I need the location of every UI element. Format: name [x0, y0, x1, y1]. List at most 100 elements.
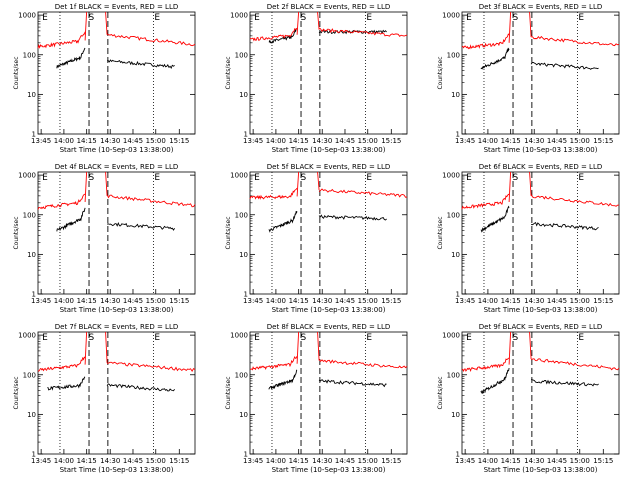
segment-marker-label: E	[466, 173, 472, 183]
y-tick-label: 100	[447, 371, 460, 379]
events-series-line	[268, 369, 298, 390]
x-tick-label: 14:30	[312, 137, 332, 145]
x-axis-label: Start Time (10-Sep-03 13:38:00)	[60, 146, 174, 154]
panel-9: Det 9f BLACK = Events, RED = LLD 1 10 100 10…	[437, 323, 620, 474]
y-tick-label: 10	[239, 411, 248, 419]
x-tick-label: 13:45	[31, 457, 51, 465]
segment-marker-label: E	[578, 13, 584, 23]
events-series-line	[268, 27, 298, 44]
events-series-line	[106, 221, 175, 231]
x-tick-label: 15:15	[593, 137, 613, 145]
lld-spike-line	[84, 331, 108, 365]
panel-2: Det 2f BLACK = Events, RED = LLD 1 10 100 10…	[225, 3, 408, 154]
segment-marker-label: S	[300, 13, 306, 23]
segment-marker-label: E	[254, 173, 260, 183]
y-tick-label: 10	[451, 251, 460, 259]
y-tick-label: 10	[451, 411, 460, 419]
x-tick-label: 14:45	[123, 297, 143, 305]
x-tick-label: 15:15	[381, 297, 401, 305]
y-tick-label: 1	[32, 451, 36, 459]
lld-series-line	[319, 28, 408, 37]
panel-title: Det 7f BLACK = Events, RED = LLD	[55, 323, 178, 331]
lld-spike-line	[296, 331, 320, 364]
y-tick-label: 1	[244, 291, 248, 299]
x-tick-label: 15:15	[593, 297, 613, 305]
y-tick-label: 100	[447, 51, 460, 59]
lld-spike-line	[296, 171, 320, 197]
x-tick-label: 13:45	[243, 457, 263, 465]
y-tick-label: 100	[235, 51, 248, 59]
lld-spike-line	[508, 11, 532, 43]
panel-title: Det 1f BLACK = Events, RED = LLD	[55, 3, 178, 11]
x-tick-label: 14:00	[266, 137, 286, 145]
x-tick-label: 14:30	[524, 297, 544, 305]
plot-frame	[249, 11, 408, 135]
lld-spike-line	[508, 331, 532, 365]
x-tick-label: 14:15	[501, 297, 521, 305]
segment-marker-label: S	[88, 173, 94, 183]
x-tick-label: 14:30	[100, 297, 120, 305]
x-tick-label: 14:45	[547, 297, 567, 305]
x-tick-label: 14:00	[266, 297, 286, 305]
x-tick-label: 13:45	[31, 297, 51, 305]
x-tick-label: 14:15	[289, 297, 309, 305]
y-tick-label: 1	[456, 291, 460, 299]
panel-title: Det 9f BLACK = Events, RED = LLD	[479, 323, 602, 331]
lld-series-line	[107, 33, 196, 47]
segment-marker-label: E	[254, 333, 260, 343]
x-axis-label: Start Time (10-Sep-03 13:38:00)	[272, 306, 386, 314]
x-axis-label: Start Time (10-Sep-03 13:38:00)	[484, 306, 598, 314]
panel-title: Det 8f BLACK = Events, RED = LLD	[267, 323, 390, 331]
events-series-line	[107, 59, 175, 69]
lld-spike-line	[508, 171, 532, 203]
events-series-line	[530, 221, 599, 231]
x-tick-label: 14:45	[547, 137, 567, 145]
x-tick-label: 13:45	[31, 137, 51, 145]
lld-series-line	[461, 193, 510, 210]
x-tick-label: 14:30	[312, 297, 332, 305]
y-axis-label: Counts/sec	[13, 376, 20, 409]
y-tick-label: 1	[456, 131, 460, 139]
x-tick-label: 14:00	[266, 457, 286, 465]
x-tick-label: 14:15	[77, 297, 97, 305]
segment-marker-label: E	[366, 13, 372, 23]
x-tick-label: 15:00	[146, 457, 166, 465]
x-tick-label: 15:00	[570, 137, 590, 145]
x-tick-label: 15:00	[570, 457, 590, 465]
x-tick-label: 14:15	[501, 457, 521, 465]
x-tick-label: 13:45	[455, 297, 475, 305]
segment-marker-label: E	[466, 333, 472, 343]
y-tick-label: 10	[27, 411, 36, 419]
y-axis-label: Counts/sec	[437, 56, 444, 89]
y-tick-label: 100	[23, 371, 36, 379]
x-tick-label: 14:30	[312, 457, 332, 465]
events-series-line	[56, 47, 86, 69]
events-series-line	[318, 214, 387, 221]
panel-title: Det 5f BLACK = Events, RED = LLD	[267, 163, 390, 171]
lld-series-line	[530, 194, 620, 207]
segment-marker-label: S	[512, 173, 518, 183]
x-tick-label: 14:45	[335, 457, 355, 465]
lld-series-line	[318, 188, 408, 198]
x-tick-label: 14:45	[335, 297, 355, 305]
x-tick-label: 14:30	[524, 137, 544, 145]
x-tick-label: 14:45	[335, 137, 355, 145]
lld-series-line	[249, 355, 298, 371]
x-axis-label: Start Time (10-Sep-03 13:38:00)	[60, 306, 174, 314]
segment-marker-label: E	[254, 13, 260, 23]
events-series-line	[530, 62, 599, 70]
x-tick-label: 14:45	[123, 457, 143, 465]
x-tick-label: 15:15	[169, 137, 189, 145]
y-tick-label: 1000	[442, 332, 460, 340]
y-tick-label: 1000	[230, 12, 248, 20]
x-tick-label: 14:45	[123, 137, 143, 145]
y-axis-label: Counts/sec	[225, 56, 232, 89]
lld-series-line	[531, 35, 620, 47]
y-tick-label: 1	[32, 291, 36, 299]
lld-series-line	[37, 193, 86, 210]
plot-frame	[461, 11, 620, 135]
segment-marker-label: E	[42, 333, 48, 343]
x-tick-label: 14:30	[100, 137, 120, 145]
x-tick-label: 14:00	[478, 137, 498, 145]
